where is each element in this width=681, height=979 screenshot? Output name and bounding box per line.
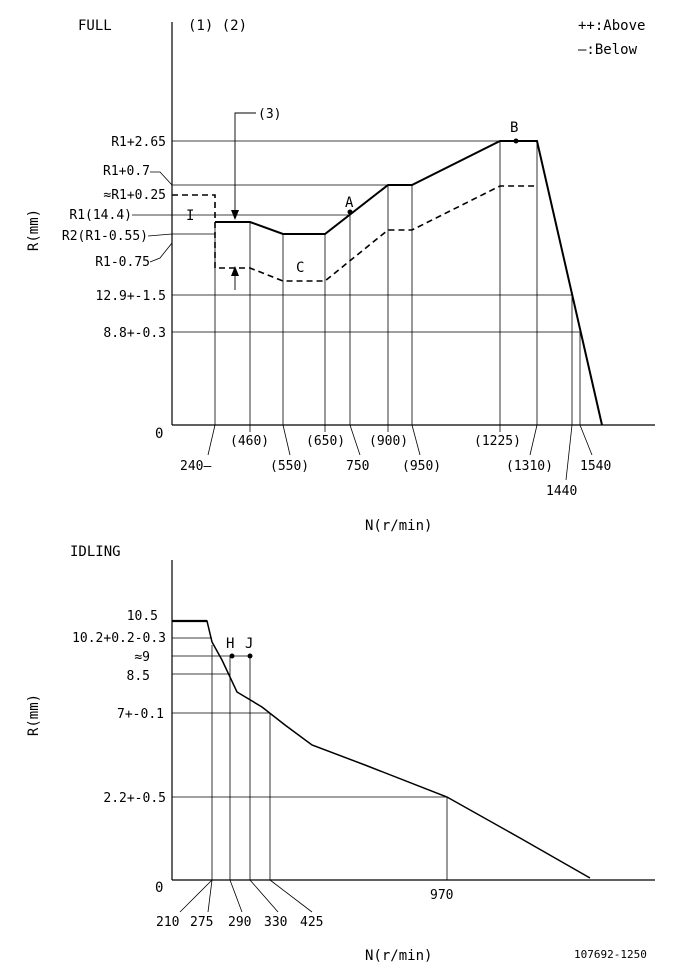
full-x-labels: 240— (460) (550) (650) 750 (900) (950) (… <box>180 434 611 499</box>
full-x-axis-label: N(r/min) <box>365 518 432 534</box>
marker-I: I <box>186 208 194 224</box>
x-label-1225: (1225) <box>474 434 521 449</box>
x-label-460: (460) <box>230 434 269 449</box>
idle-y-9: ≈9 <box>134 650 150 665</box>
point-B-label: B <box>510 120 518 136</box>
y-label-r1-265: R1+2.65 <box>111 135 166 150</box>
point-A-dot <box>347 209 353 215</box>
idling-x-axis-label: N(r/min) <box>365 948 432 964</box>
x-label-1540: 1540 <box>580 459 611 474</box>
x-label-1440: 1440 <box>546 484 577 499</box>
point-H-dot <box>229 653 235 659</box>
y-label-r2: R2(R1-0.55) <box>62 229 148 244</box>
idling-y-axis-label: R(mm) <box>26 694 42 736</box>
y-label-r1: R1(14.4) <box>69 208 132 223</box>
full-lower-curve <box>172 185 537 282</box>
x-label-650: (650) <box>306 434 345 449</box>
callout-3-label: (3) <box>258 107 281 122</box>
idle-x-330: 330 <box>264 915 287 930</box>
idle-y-105: 10.5 <box>127 609 158 624</box>
idle-y-85: 8.5 <box>127 669 150 684</box>
idle-y-102: 10.2+0.2-0.3 <box>72 631 166 646</box>
point-J-dot <box>247 653 253 659</box>
y-label-88: 8.8+-0.3 <box>103 326 166 341</box>
full-chart: FULL (1) (2) ++:Above —:Below 0 R(mm) N(… <box>26 18 655 534</box>
callout-3: (3) <box>231 107 281 290</box>
full-vertical-guides <box>214 141 581 425</box>
full-notes: (1) (2) <box>188 18 247 34</box>
y-label-129: 12.9+-1.5 <box>96 289 166 304</box>
x-label-240: 240— <box>180 459 211 474</box>
idle-x-275: 275 <box>190 915 213 930</box>
y-label-r1-07: R1+0.7 <box>103 164 150 179</box>
idle-x-425: 425 <box>300 915 323 930</box>
point-A-label: A <box>345 195 354 211</box>
idle-x-970: 970 <box>430 888 453 903</box>
full-upper-curve <box>215 140 603 426</box>
point-C-label: C <box>296 260 304 276</box>
idling-vertical-guides <box>211 645 448 880</box>
idle-x-290: 290 <box>228 915 251 930</box>
idle-y-7: 7+-0.1 <box>117 707 164 722</box>
document-number: 107692-1250 <box>574 948 647 961</box>
idling-x-labels: 210 275 290 330 425 970 <box>156 888 453 930</box>
full-y-leaders <box>132 171 173 263</box>
full-reference-lines <box>172 140 580 333</box>
full-y-axis-label: R(mm) <box>26 209 42 251</box>
legend-below: —:Below <box>578 42 638 58</box>
x-label-950: (950) <box>402 459 441 474</box>
idling-chart: IDLING 0 R(mm) N(r/min) H J <box>26 544 655 964</box>
point-J-label: J <box>245 636 253 652</box>
idling-origin-label: 0 <box>155 880 163 896</box>
idling-x-leaders <box>179 879 313 913</box>
full-origin-label: 0 <box>155 426 163 442</box>
y-label-r1-025: ≈R1+0.25 <box>103 188 166 203</box>
x-label-750: 750 <box>346 459 369 474</box>
point-H-label: H <box>226 636 234 652</box>
idle-y-22: 2.2+-0.5 <box>103 791 166 806</box>
y-label-r1-075: R1-0.75 <box>95 255 150 270</box>
x-label-550: (550) <box>270 459 309 474</box>
x-label-1310: (1310) <box>506 459 553 474</box>
idling-title: IDLING <box>70 544 121 560</box>
full-y-labels: R1+2.65 R1+0.7 ≈R1+0.25 R1(14.4) R2(R1-0… <box>62 135 166 341</box>
idling-reference-lines <box>172 637 447 798</box>
idling-curve <box>172 620 591 879</box>
full-x-leaders <box>207 424 593 481</box>
idle-x-210: 210 <box>156 915 179 930</box>
full-title: FULL <box>78 18 112 34</box>
idling-y-labels: 10.5 10.2+0.2-0.3 ≈9 8.5 7+-0.1 2.2+-0.5 <box>72 609 166 806</box>
x-label-900: (900) <box>369 434 408 449</box>
point-B-dot <box>513 138 519 144</box>
legend-above: ++:Above <box>578 18 645 34</box>
